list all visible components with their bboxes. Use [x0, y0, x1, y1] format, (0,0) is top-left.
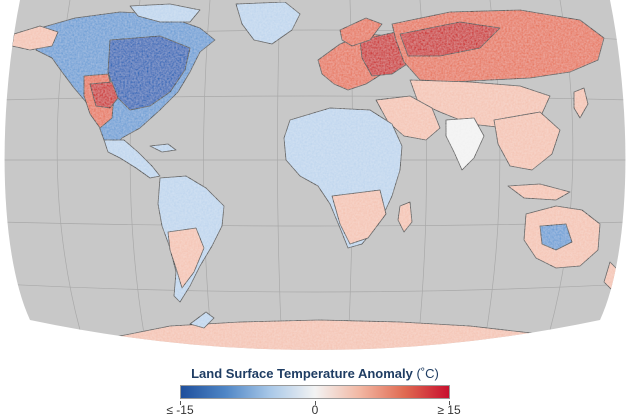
- arctic-islands: [129, 3, 201, 23]
- indonesia: [507, 183, 571, 201]
- colorbar: [180, 385, 450, 399]
- africa-south-warm: [331, 189, 387, 245]
- world-map-svg: [4, 0, 626, 350]
- color-legend: Land Surface Temperature Anomaly (˚C) ≤ …: [0, 360, 630, 417]
- scandinavia: [339, 17, 383, 47]
- india: [445, 117, 485, 171]
- japan: [573, 87, 589, 119]
- southwest-us-hot: [89, 81, 119, 109]
- legend-max-label: ≥ 15: [437, 403, 461, 417]
- greenland: [235, 1, 301, 45]
- central-america: [103, 139, 161, 179]
- legend-min-label: ≤ -15: [166, 403, 194, 417]
- legend-title: Land Surface Temperature Anomaly (˚C): [0, 366, 630, 381]
- southeast-asia: [493, 111, 561, 171]
- temperature-anomaly-map: [4, 0, 626, 350]
- russia-hot: [399, 21, 501, 57]
- legend-unit: (˚C): [416, 366, 439, 381]
- antarctic-peninsula: [189, 311, 215, 329]
- tick-mid: [315, 401, 316, 405]
- caribbean: [149, 143, 177, 153]
- madagascar: [397, 201, 413, 233]
- australia-cold-spot: [539, 223, 573, 251]
- tick-min: [180, 401, 181, 405]
- tick-max: [449, 401, 450, 405]
- legend-mid-label: 0: [311, 403, 319, 417]
- legend-title-text: Land Surface Temperature Anomaly: [191, 366, 413, 381]
- south-america-warm: [167, 227, 205, 289]
